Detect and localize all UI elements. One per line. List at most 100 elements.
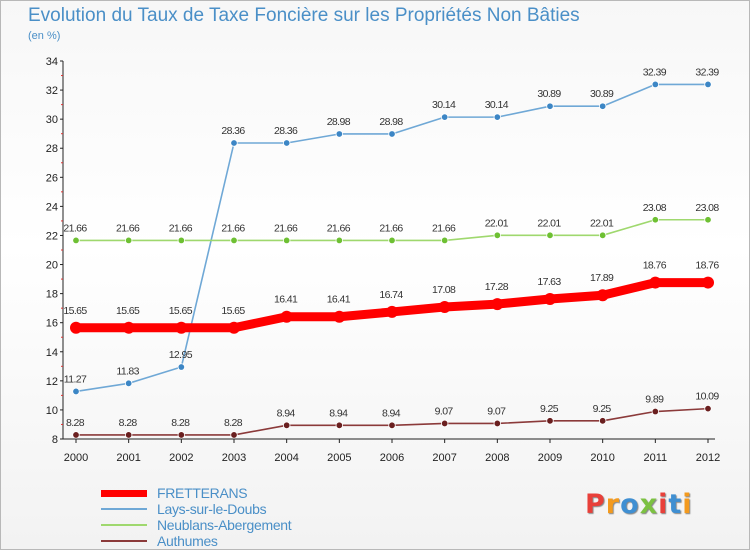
legend-item-authumes: Authumes	[101, 533, 291, 549]
data-point	[230, 139, 238, 147]
data-label: 15.65	[221, 305, 245, 317]
data-point	[546, 231, 554, 240]
data-label: 17.08	[432, 284, 456, 296]
data-point	[598, 102, 607, 110]
data-label: 28.98	[379, 116, 403, 128]
data-label: 21.66	[274, 222, 298, 234]
data-point	[704, 404, 712, 413]
data-point	[177, 363, 186, 371]
data-label: 22.01	[537, 217, 561, 229]
data-label: 28.36	[221, 125, 245, 137]
data-point	[651, 407, 660, 416]
data-point	[280, 310, 293, 323]
x-tick-label: 2011	[644, 452, 668, 464]
y-tick-label: 26	[46, 172, 58, 184]
legend-swatch-lays	[101, 508, 147, 510]
logo-letter: t	[668, 489, 683, 520]
data-point	[177, 236, 186, 245]
data-label: 21.66	[432, 222, 456, 234]
x-tick-label: 2001	[116, 452, 140, 464]
data-point	[175, 321, 188, 334]
y-tick-label: 8	[52, 434, 58, 446]
legend-item-fretterans: FRETTERANS	[101, 485, 291, 501]
data-point	[388, 130, 396, 138]
data-point	[704, 80, 712, 89]
data-label: 15.65	[116, 305, 140, 317]
logo-letter: x	[639, 489, 659, 520]
data-point	[546, 102, 554, 110]
data-point	[282, 421, 291, 430]
proxiti-logo: Proxiti	[585, 489, 693, 520]
legend-label-neublans: Neublans-Abergement	[157, 517, 292, 533]
data-label: 23.08	[695, 202, 719, 214]
data-point	[72, 387, 80, 396]
legend-label-lays: Lays-sur-le-Doubs	[157, 501, 267, 517]
data-label: 9.25	[593, 403, 612, 415]
data-label: 30.14	[432, 99, 456, 111]
logo-letter: i	[682, 489, 693, 520]
data-label: 8.94	[382, 407, 401, 419]
data-label: 12.95	[169, 349, 193, 361]
data-label: 8.94	[277, 407, 296, 419]
legend-swatch-neublans	[101, 524, 147, 526]
y-tick-label: 34	[46, 56, 58, 68]
data-point	[333, 310, 346, 323]
data-label: 11.83	[116, 365, 139, 377]
data-label: 9.07	[435, 405, 454, 417]
data-point	[649, 276, 662, 289]
data-label: 28.36	[274, 125, 298, 137]
x-tick-label: 2005	[327, 452, 351, 464]
x-tick-label: 2004	[274, 452, 298, 464]
data-label: 30.14	[485, 99, 509, 111]
data-point	[386, 305, 398, 318]
data-label: 10.09	[695, 391, 719, 403]
logo-letter: P	[585, 489, 606, 520]
x-tick-label: 2012	[696, 452, 720, 464]
data-point	[124, 236, 133, 245]
y-tick-label: 20	[46, 260, 58, 272]
data-label: 32.39	[643, 66, 667, 78]
data-point	[704, 216, 712, 224]
data-label: 21.66	[327, 222, 351, 234]
data-point	[440, 419, 449, 428]
x-tick-label: 2007	[432, 452, 456, 464]
data-point	[70, 321, 82, 334]
data-point	[72, 236, 80, 245]
data-label: 17.28	[485, 281, 509, 293]
data-label: 16.41	[327, 294, 351, 306]
data-point	[124, 431, 133, 439]
y-tick-label: 16	[46, 318, 58, 330]
data-label: 18.76	[695, 260, 719, 272]
chart-unit: (en %)	[28, 30, 61, 42]
data-label: 30.89	[537, 88, 561, 100]
data-label: 8.28	[171, 417, 190, 429]
data-point	[440, 236, 449, 245]
legend-swatch-fretterans	[101, 489, 147, 497]
data-point	[335, 130, 344, 138]
x-tick-label: 2008	[485, 452, 509, 464]
legend-swatch-authumes	[101, 540, 147, 542]
data-point	[388, 421, 396, 430]
data-point	[544, 292, 556, 305]
data-point	[546, 417, 554, 425]
data-point	[228, 321, 240, 334]
y-tick-label: 12	[46, 376, 58, 388]
data-label: 32.39	[695, 66, 719, 78]
legend: FRETTERANS Lays-sur-le-Doubs Neublans-Ab…	[101, 485, 292, 549]
data-point	[598, 231, 607, 240]
data-label: 21.66	[379, 222, 403, 234]
y-tick-label: 18	[46, 289, 58, 301]
data-point	[493, 113, 502, 121]
data-label: 8.28	[119, 417, 138, 429]
data-point	[493, 419, 502, 428]
data-point	[491, 298, 504, 311]
data-label: 15.65	[169, 305, 193, 317]
chart-title: Evolution du Taux de Taxe Foncière sur l…	[28, 5, 580, 26]
legend-label-fretterans: FRETTERANS	[157, 485, 248, 501]
data-point	[122, 321, 135, 334]
data-point	[440, 113, 449, 121]
data-label: 21.66	[169, 222, 193, 234]
y-tick-label: 10	[46, 405, 58, 417]
